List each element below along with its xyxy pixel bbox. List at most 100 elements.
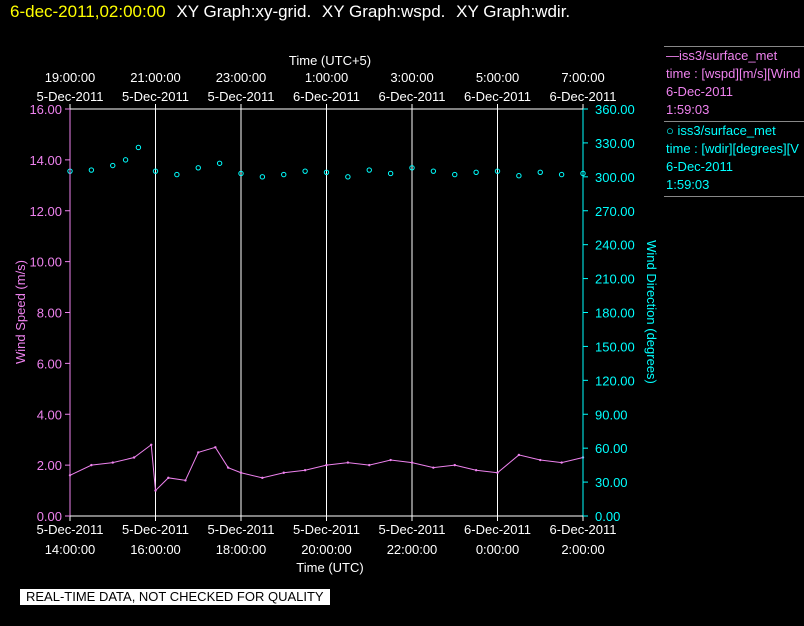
wdir-point — [259, 174, 266, 180]
wspd-point — [453, 463, 456, 467]
legend-wdir-time: 1:59:03 — [666, 177, 710, 192]
wdir-point — [366, 167, 372, 173]
axes: 5-Dec-2011 14:00:00 5-Dec-2011 16:00:00 5-De… — [29, 70, 634, 557]
bottom-tick-time: 18:00:00 — [216, 542, 267, 557]
right-tick-label: 30.00 — [595, 475, 628, 490]
bottom-tick-date: 5-Dec-2011 — [122, 522, 189, 537]
top-tick-date: 5-Dec-2011 — [208, 89, 275, 104]
left-axis-title: Wind Speed (m/s) — [13, 260, 28, 364]
wdir-point — [216, 160, 223, 166]
wdir-point — [302, 168, 308, 174]
wspd-point — [303, 469, 307, 472]
legend: —iss3/surface_met time : [wspd][m/s][Win… — [664, 44, 804, 197]
wspd-point — [132, 456, 136, 459]
right-tick-label: 270.00 — [595, 204, 635, 219]
top-tick-time: 7:00:00 — [561, 70, 604, 85]
right-tick-label: 120.00 — [595, 373, 635, 388]
right-tick-label: 150.00 — [595, 339, 635, 354]
top-tick-time: 19:00:00 — [45, 70, 96, 85]
legend-wdir-label: time : [wdir][degrees][V — [666, 141, 799, 156]
right-tick-label: 360.00 — [595, 102, 635, 117]
top-tick-date: 5-Dec-2011 — [122, 89, 189, 104]
bottom-tick-date: 5-Dec-2011 — [379, 522, 446, 537]
wdir-point — [238, 170, 244, 177]
wdir-point — [281, 171, 287, 178]
top-tick-date: 6-Dec-2011 — [379, 89, 446, 104]
wdir-point — [473, 169, 479, 176]
right-tick-label: 90.00 — [595, 407, 628, 422]
wspd-point — [432, 466, 435, 469]
wdir-point — [88, 167, 95, 173]
left-tick-label: 2.00 — [37, 458, 62, 473]
bottom-tick-time: 2:00:00 — [561, 542, 604, 557]
wdir-point — [323, 169, 330, 176]
top-tick-date: 5-Dec-2011 — [37, 89, 104, 104]
wdir-point — [174, 171, 180, 178]
right-tick-label: 330.00 — [595, 136, 635, 151]
wspd-point — [346, 461, 350, 464]
title-wspd: XY Graph:wspd. — [321, 2, 446, 21]
top-tick-time: 21:00:00 — [130, 70, 181, 85]
header: 6-dec-2011,02:00:00 XY Graph:xy-grid. XY… — [10, 2, 570, 22]
wdir-point — [122, 157, 129, 163]
left-tick-label: 0.00 — [37, 509, 62, 524]
wspd-point — [150, 443, 153, 446]
wdir-point — [135, 144, 142, 151]
wspd-point — [226, 466, 230, 469]
bottom-tick-time: 22:00:00 — [387, 542, 438, 557]
wspd-point — [496, 471, 499, 474]
wdir-point — [110, 162, 116, 169]
bottom-tick-date: 5-Dec-2011 — [37, 522, 104, 537]
legend-wspd-time: 1:59:03 — [666, 102, 710, 117]
legend-wspd: —iss3/surface_met time : [wspd][m/s][Win… — [664, 47, 804, 119]
legend-separator — [664, 196, 804, 197]
wdir-point — [409, 165, 415, 171]
left-tick-label: 12.00 — [29, 204, 62, 219]
bottom-tick-time: 16:00:00 — [130, 542, 181, 557]
legend-wdir-title: ○ iss3/surface_met — [666, 123, 776, 138]
wdir-point — [387, 170, 394, 177]
wspd-point — [239, 471, 243, 474]
legend-wspd-title: —iss3/surface_met — [666, 48, 778, 63]
wspd-point — [539, 458, 542, 462]
wdir-point — [558, 171, 565, 178]
legend-separator — [664, 121, 804, 122]
wdir-point — [152, 168, 159, 174]
wspd-point — [474, 469, 478, 472]
wdir-point — [516, 173, 522, 179]
top-axis-title: Time (UTC+5) — [289, 53, 371, 68]
wspd-point — [517, 453, 521, 457]
title-xy-grid: XY Graph:xy-grid. — [176, 2, 312, 21]
wspd-point — [410, 461, 414, 464]
bottom-tick-time: 20:00:00 — [301, 542, 352, 557]
left-tick-label: 10.00 — [29, 255, 62, 270]
legend-separator — [664, 46, 804, 47]
top-tick-date: 6-Dec-2011 — [464, 89, 531, 104]
top-tick-date: 6-Dec-2011 — [293, 89, 360, 104]
right-tick-label: 240.00 — [595, 238, 635, 253]
wdir-point — [494, 168, 501, 174]
wspd-series — [68, 443, 585, 492]
left-tick-label: 16.00 — [29, 102, 62, 117]
wspd-point — [325, 463, 328, 467]
wspd-point — [261, 476, 264, 480]
right-axis-title: Wind Direction (degrees) — [644, 240, 659, 384]
left-tick-label: 4.00 — [37, 407, 62, 422]
wdir-point — [345, 174, 351, 180]
top-tick-date: 6-Dec-2011 — [550, 89, 617, 104]
grid-lines — [155, 109, 498, 516]
wdir-point — [537, 169, 543, 176]
wdir-point — [195, 165, 201, 171]
bottom-tick-date: 5-Dec-2011 — [293, 522, 360, 537]
wspd-point — [368, 463, 371, 467]
wspd-point — [389, 458, 392, 462]
left-tick-label: 14.00 — [29, 153, 62, 168]
wspd-point — [560, 461, 563, 464]
wspd-point — [214, 446, 217, 449]
quality-disclaimer: REAL-TIME DATA, NOT CHECKED FOR QUALITY — [20, 589, 330, 605]
top-tick-time: 5:00:00 — [476, 70, 519, 85]
bottom-tick-date: 5-Dec-2011 — [208, 522, 275, 537]
bottom-tick-time: 14:00:00 — [45, 542, 96, 557]
wdir-point — [452, 171, 458, 178]
right-tick-label: 180.00 — [595, 306, 635, 321]
